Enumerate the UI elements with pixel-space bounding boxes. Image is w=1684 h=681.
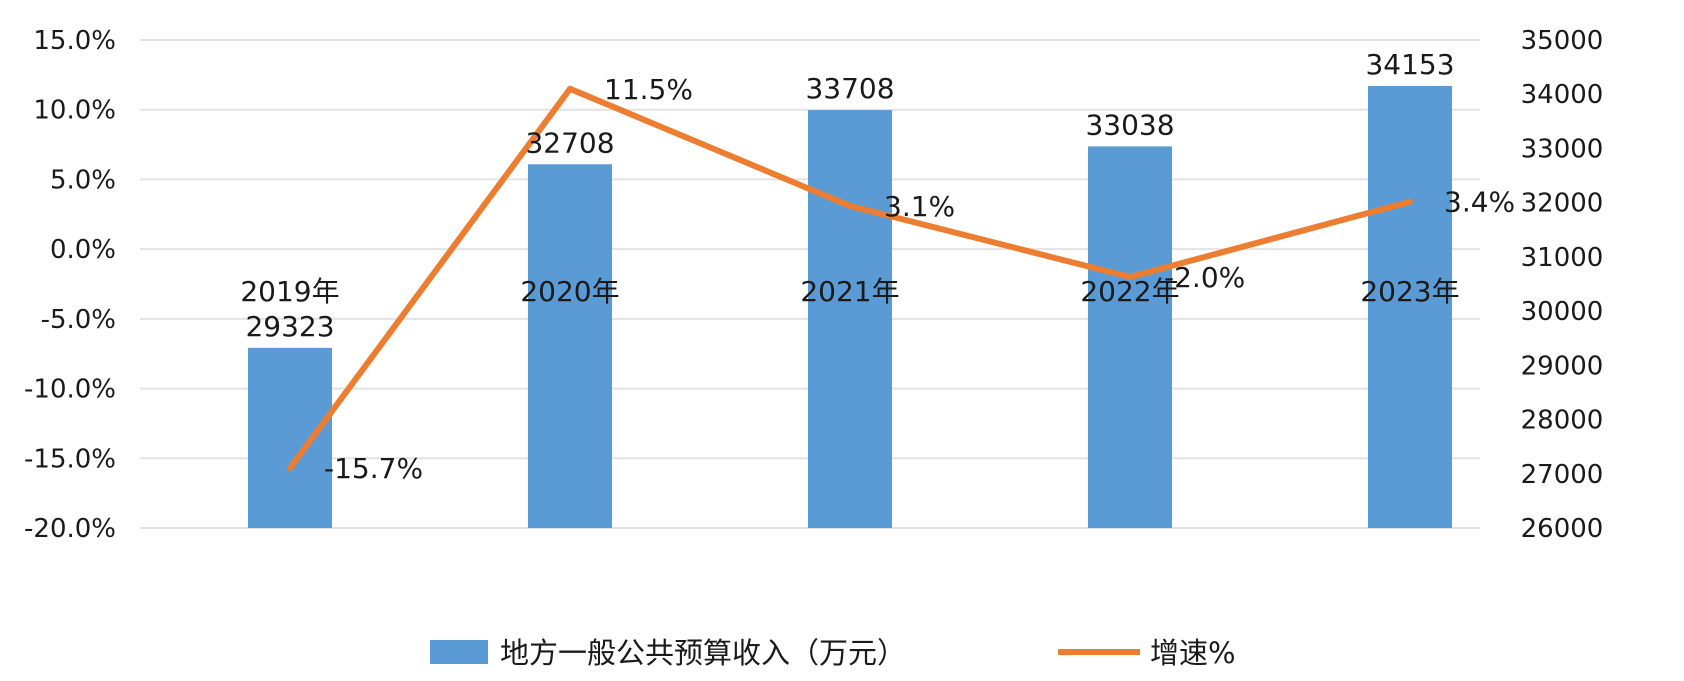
line-value-label: 3.1% bbox=[884, 190, 955, 223]
left-axis-tick-label: -5.0% bbox=[41, 305, 116, 335]
right-axis-tick-label: 35000 bbox=[1521, 26, 1604, 56]
legend: 地方一般公共预算收入（万元） 增速% bbox=[430, 636, 1236, 670]
bar-series bbox=[248, 85, 1452, 529]
right-axis-tick-label: 27000 bbox=[1521, 460, 1604, 490]
bar-value-label: 34153 bbox=[1365, 48, 1454, 81]
left-axis-ticks: 15.0% 10.0% 5.0% 0.0% -5.0% -10.0% -15.0% -20.0… bbox=[24, 26, 116, 544]
category-label: 2023年 bbox=[1360, 275, 1459, 308]
right-axis-tick-label: 30000 bbox=[1521, 297, 1604, 327]
left-axis-tick-label: 5.0% bbox=[50, 165, 116, 195]
category-label: 2020年 bbox=[520, 275, 619, 308]
bar bbox=[528, 164, 612, 528]
right-axis-tick-label: 33000 bbox=[1521, 134, 1604, 164]
category-label: 2022年 bbox=[1080, 275, 1179, 308]
legend-line-label: 增速% bbox=[1150, 636, 1236, 670]
line-value-label: 3.4% bbox=[1444, 186, 1515, 219]
left-axis-tick-label: 15.0% bbox=[33, 26, 116, 56]
bar-value-label: 33038 bbox=[1085, 108, 1174, 141]
line-point bbox=[567, 85, 573, 92]
data-labels: 29323 32708 33708 33038 34153 -15.7% 11.5% 3.1%… bbox=[245, 48, 1515, 485]
line-value-label: -15.7% bbox=[324, 452, 423, 485]
right-axis-tick-label: 29000 bbox=[1521, 351, 1604, 381]
category-labels: 2019年 2020年 2021年 2022年 2023年 bbox=[240, 275, 1459, 308]
bar bbox=[248, 347, 332, 528]
bar-value-label: 29323 bbox=[245, 310, 334, 343]
line-value-label: -2.0% bbox=[1164, 261, 1245, 294]
right-axis-tick-label: 34000 bbox=[1521, 80, 1604, 110]
right-axis-tick-label: 28000 bbox=[1521, 406, 1604, 436]
left-axis-tick-label: -20.0% bbox=[24, 514, 116, 544]
right-axis-tick-label: 31000 bbox=[1521, 243, 1604, 273]
category-label: 2021年 bbox=[800, 275, 899, 308]
left-axis-tick-label: -10.0% bbox=[24, 375, 116, 405]
bar bbox=[1088, 146, 1172, 528]
line-series bbox=[287, 85, 1413, 472]
line-value-label: 11.5% bbox=[604, 73, 693, 106]
line-point bbox=[287, 465, 293, 472]
line-point bbox=[847, 202, 853, 209]
bar-value-label: 33708 bbox=[805, 72, 894, 105]
bar-value-label: 32708 bbox=[525, 126, 614, 159]
left-axis-tick-label: -15.0% bbox=[24, 444, 116, 474]
left-axis-tick-label: 10.0% bbox=[33, 96, 116, 126]
right-axis-tick-label: 26000 bbox=[1521, 514, 1604, 544]
left-axis-tick-label: 0.0% bbox=[50, 235, 116, 265]
bar bbox=[808, 110, 892, 528]
bar bbox=[1368, 85, 1452, 529]
right-axis-tick-label: 32000 bbox=[1521, 189, 1604, 219]
category-label: 2019年 bbox=[240, 275, 339, 308]
right-axis-ticks: 35000 34000 33000 32000 31000 30000 29000 28000… bbox=[1521, 26, 1604, 544]
line-point bbox=[1127, 274, 1133, 281]
line-point bbox=[1407, 198, 1413, 205]
legend-bar-label: 地方一般公共预算收入（万元） bbox=[500, 636, 906, 670]
legend-bar-swatch bbox=[430, 640, 488, 664]
